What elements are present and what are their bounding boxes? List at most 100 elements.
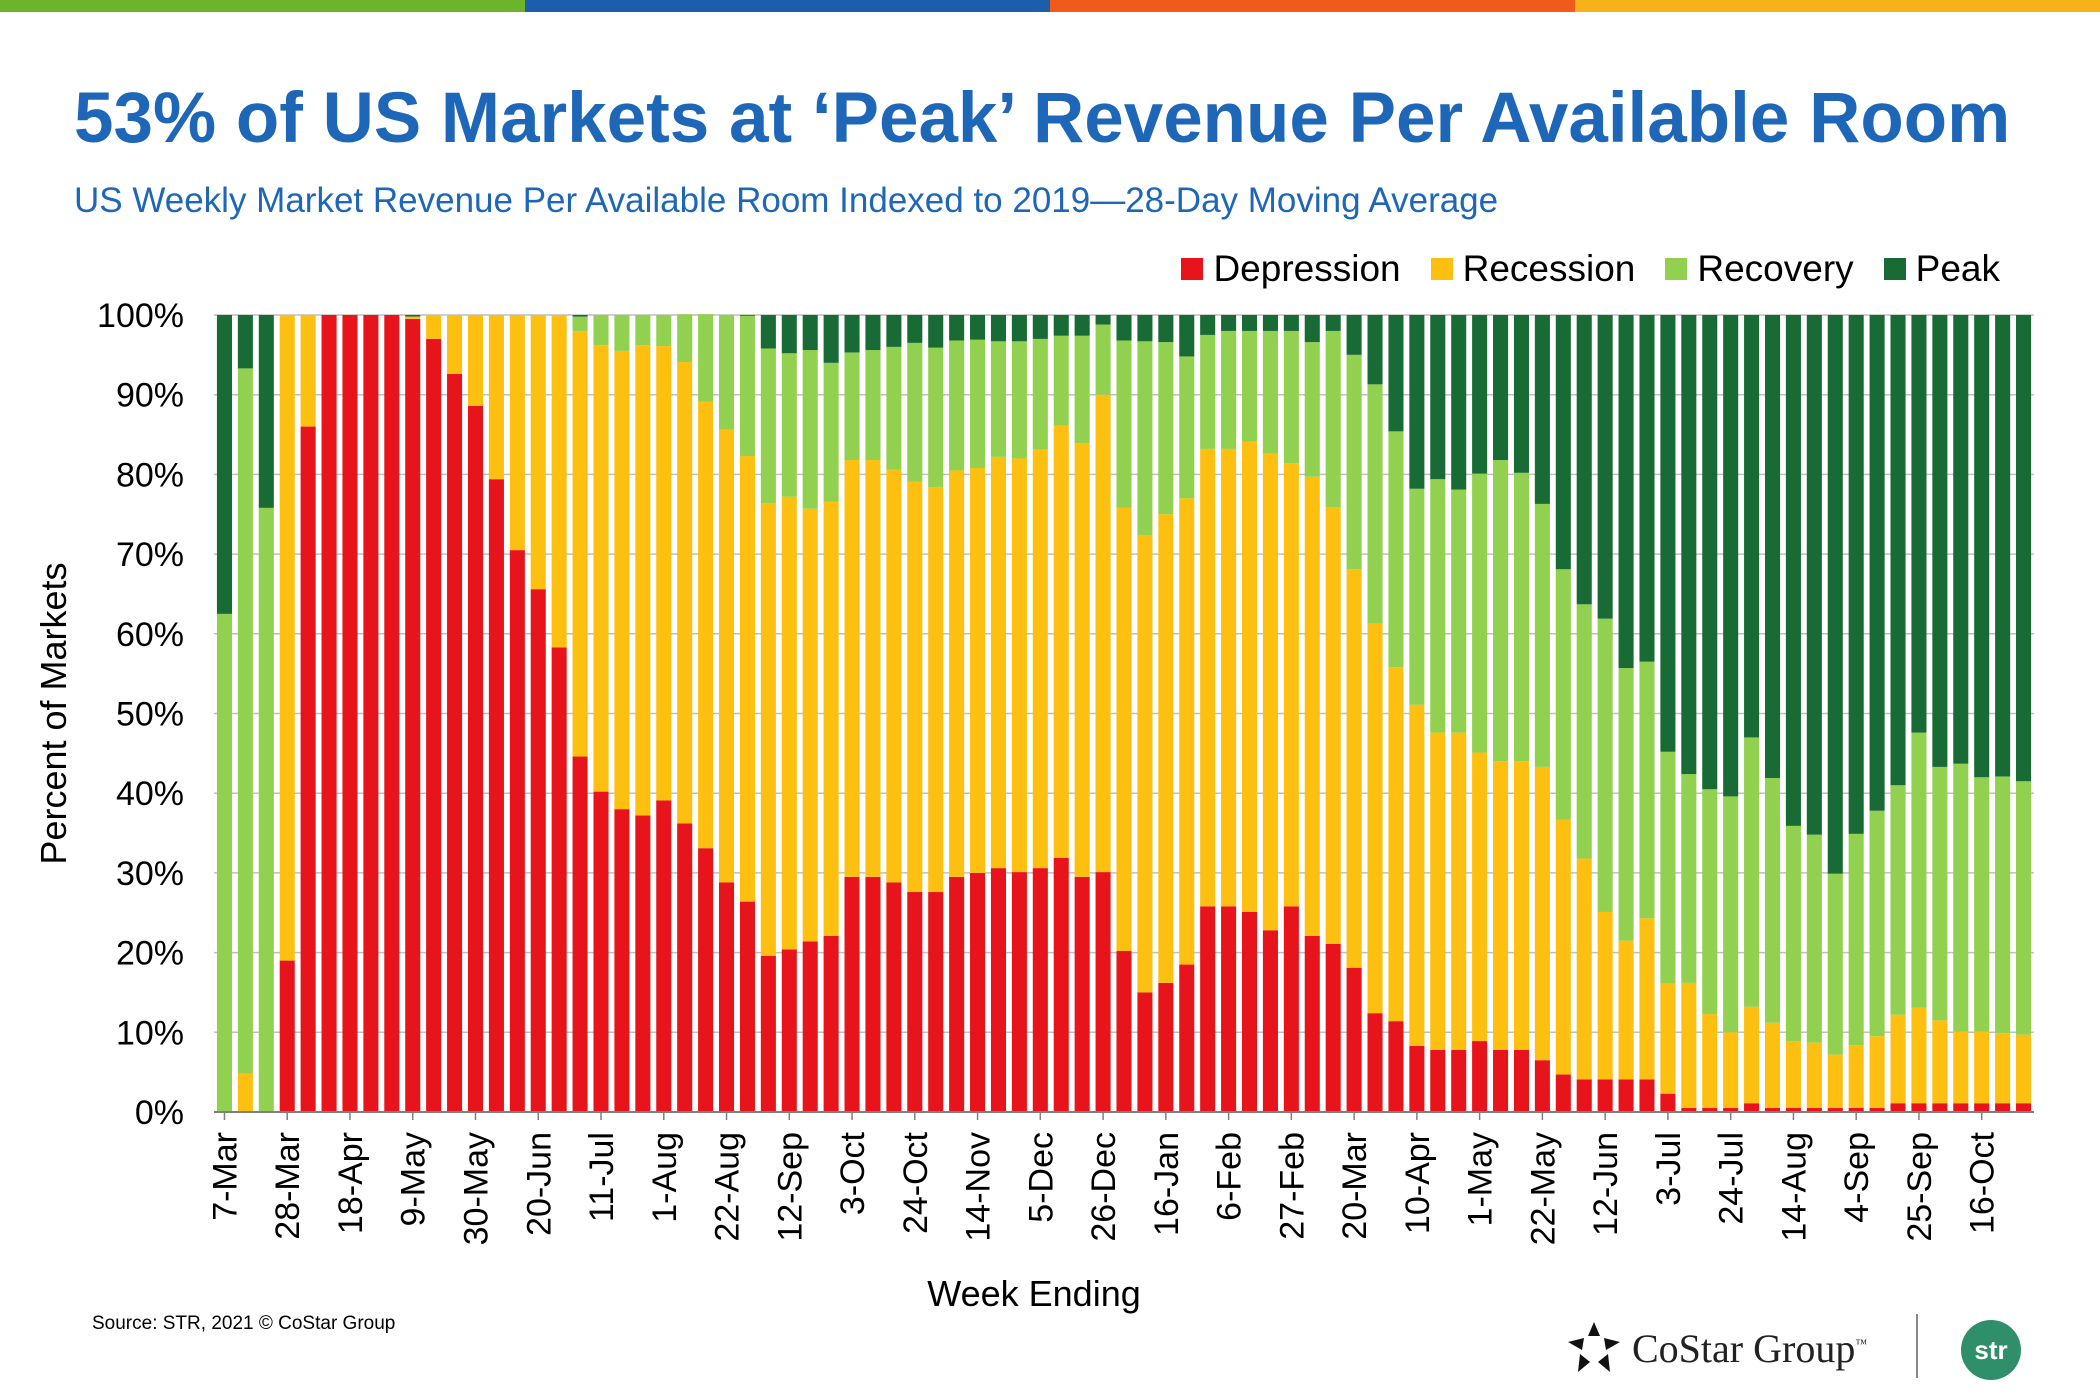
y-tick-label: 20% xyxy=(116,935,184,973)
bar-peak xyxy=(1974,315,1990,778)
bar-recovery xyxy=(1890,785,1906,1015)
bar-recession xyxy=(1283,463,1299,907)
bar-recovery xyxy=(1262,330,1278,454)
bar-peak xyxy=(1744,315,1760,738)
bar-recovery xyxy=(1513,472,1529,762)
bar-recovery xyxy=(1702,789,1718,1014)
bar-recession xyxy=(928,487,944,893)
bar-recession xyxy=(1681,982,1697,1109)
bar-recession xyxy=(677,362,693,824)
bar-peak xyxy=(1723,315,1739,797)
bar-recession xyxy=(1095,394,1111,873)
bar-peak xyxy=(1890,315,1906,786)
bar-recovery xyxy=(907,342,923,482)
bar-depression xyxy=(1513,1049,1529,1112)
x-tick-label: 14-Nov xyxy=(960,1132,998,1242)
bar-recession xyxy=(279,315,295,961)
bar-depression xyxy=(990,868,1007,1112)
bar-recovery xyxy=(1367,384,1383,624)
bar-peak xyxy=(1053,315,1069,336)
bar-recovery xyxy=(1576,604,1592,859)
bar-recession xyxy=(1995,1033,2011,1104)
bar-peak xyxy=(1409,315,1425,489)
bar-depression xyxy=(1241,911,1258,1112)
bar-recovery xyxy=(614,315,630,351)
bar-recovery xyxy=(1388,431,1404,668)
bar-recovery xyxy=(635,315,651,346)
bar-recession xyxy=(886,469,902,883)
bar-recession xyxy=(530,315,546,590)
bar-depression xyxy=(488,479,504,1112)
x-tick-label: 22-Aug xyxy=(709,1132,747,1242)
bar-recession xyxy=(1534,766,1550,1061)
bar-peak xyxy=(1262,315,1278,331)
bar-peak xyxy=(405,315,421,317)
bar-peak xyxy=(1995,315,2011,777)
bar-recession xyxy=(949,470,965,877)
bar-recession xyxy=(1848,1045,1864,1109)
bar-peak xyxy=(1137,315,1153,342)
x-tick-label: 28-Mar xyxy=(269,1132,307,1240)
bar-peak xyxy=(1597,315,1613,619)
bar-recovery xyxy=(844,352,860,461)
bar-recovery xyxy=(1158,342,1174,515)
bar-depression xyxy=(1325,943,1341,1112)
bar-recession xyxy=(781,496,797,950)
bar-peak xyxy=(844,315,860,353)
bar-recession xyxy=(823,501,839,936)
bar-depression xyxy=(949,876,965,1112)
bar-depression xyxy=(1953,1103,1969,1112)
top-bar-orange xyxy=(1050,0,1575,12)
legend-swatch-peak xyxy=(1883,258,1906,280)
bar-recession xyxy=(467,315,484,406)
bar-peak xyxy=(216,315,232,614)
bar-depression xyxy=(1806,1108,1822,1112)
bar-recovery xyxy=(1785,825,1801,1042)
x-tick-label: 24-Oct xyxy=(897,1131,935,1234)
bar-depression xyxy=(1890,1103,1906,1112)
bar-recession xyxy=(572,330,588,757)
bar-peak xyxy=(1639,315,1655,662)
bar-peak xyxy=(760,315,776,349)
bar-recession xyxy=(1660,983,1676,1094)
y-tick-label: 100% xyxy=(97,297,184,335)
bar-recession xyxy=(865,460,881,877)
costar-tm: ™ xyxy=(1855,1336,1868,1351)
bar-depression xyxy=(928,892,944,1112)
x-tick-label: 27-Feb xyxy=(1273,1132,1311,1240)
bar-peak xyxy=(1785,315,1801,826)
bar-recession xyxy=(300,315,316,427)
bar-depression xyxy=(1451,1049,1467,1112)
bar-recovery xyxy=(1974,777,1990,1032)
bar-recovery xyxy=(677,314,693,363)
str-logo: str xyxy=(1961,1320,2021,1380)
bar-recession xyxy=(509,315,525,551)
top-color-bar xyxy=(0,0,2100,12)
bar-depression xyxy=(1074,876,1090,1112)
bar-recession xyxy=(1221,448,1237,907)
bar-recession xyxy=(1409,704,1425,1046)
bar-recession xyxy=(1974,1031,1990,1104)
bar-peak xyxy=(1576,315,1592,605)
bar-depression xyxy=(635,815,651,1112)
bar-recession xyxy=(1262,453,1278,931)
bar-peak xyxy=(1116,315,1132,341)
bar-peak xyxy=(1827,315,1843,874)
bar-peak xyxy=(1911,315,1927,733)
bar-recovery xyxy=(1325,330,1341,508)
bar-recovery xyxy=(1116,340,1132,508)
bar-recovery xyxy=(1011,341,1027,459)
bar-depression xyxy=(1639,1079,1655,1112)
bar-recession xyxy=(551,315,567,648)
source-note: Source: STR, 2021 © CoStar Group xyxy=(92,1313,396,1334)
bar-depression xyxy=(656,800,672,1112)
bar-recovery xyxy=(1618,668,1634,941)
bar-depression xyxy=(1827,1108,1843,1112)
top-bar-blue xyxy=(525,0,1050,12)
bar-depression xyxy=(614,809,630,1112)
bar-recovery xyxy=(1137,341,1153,535)
bar-recovery xyxy=(1660,751,1676,984)
legend-swatch-recession xyxy=(1430,258,1453,280)
bar-recession xyxy=(1430,732,1446,1050)
bar-recession xyxy=(1158,514,1174,983)
